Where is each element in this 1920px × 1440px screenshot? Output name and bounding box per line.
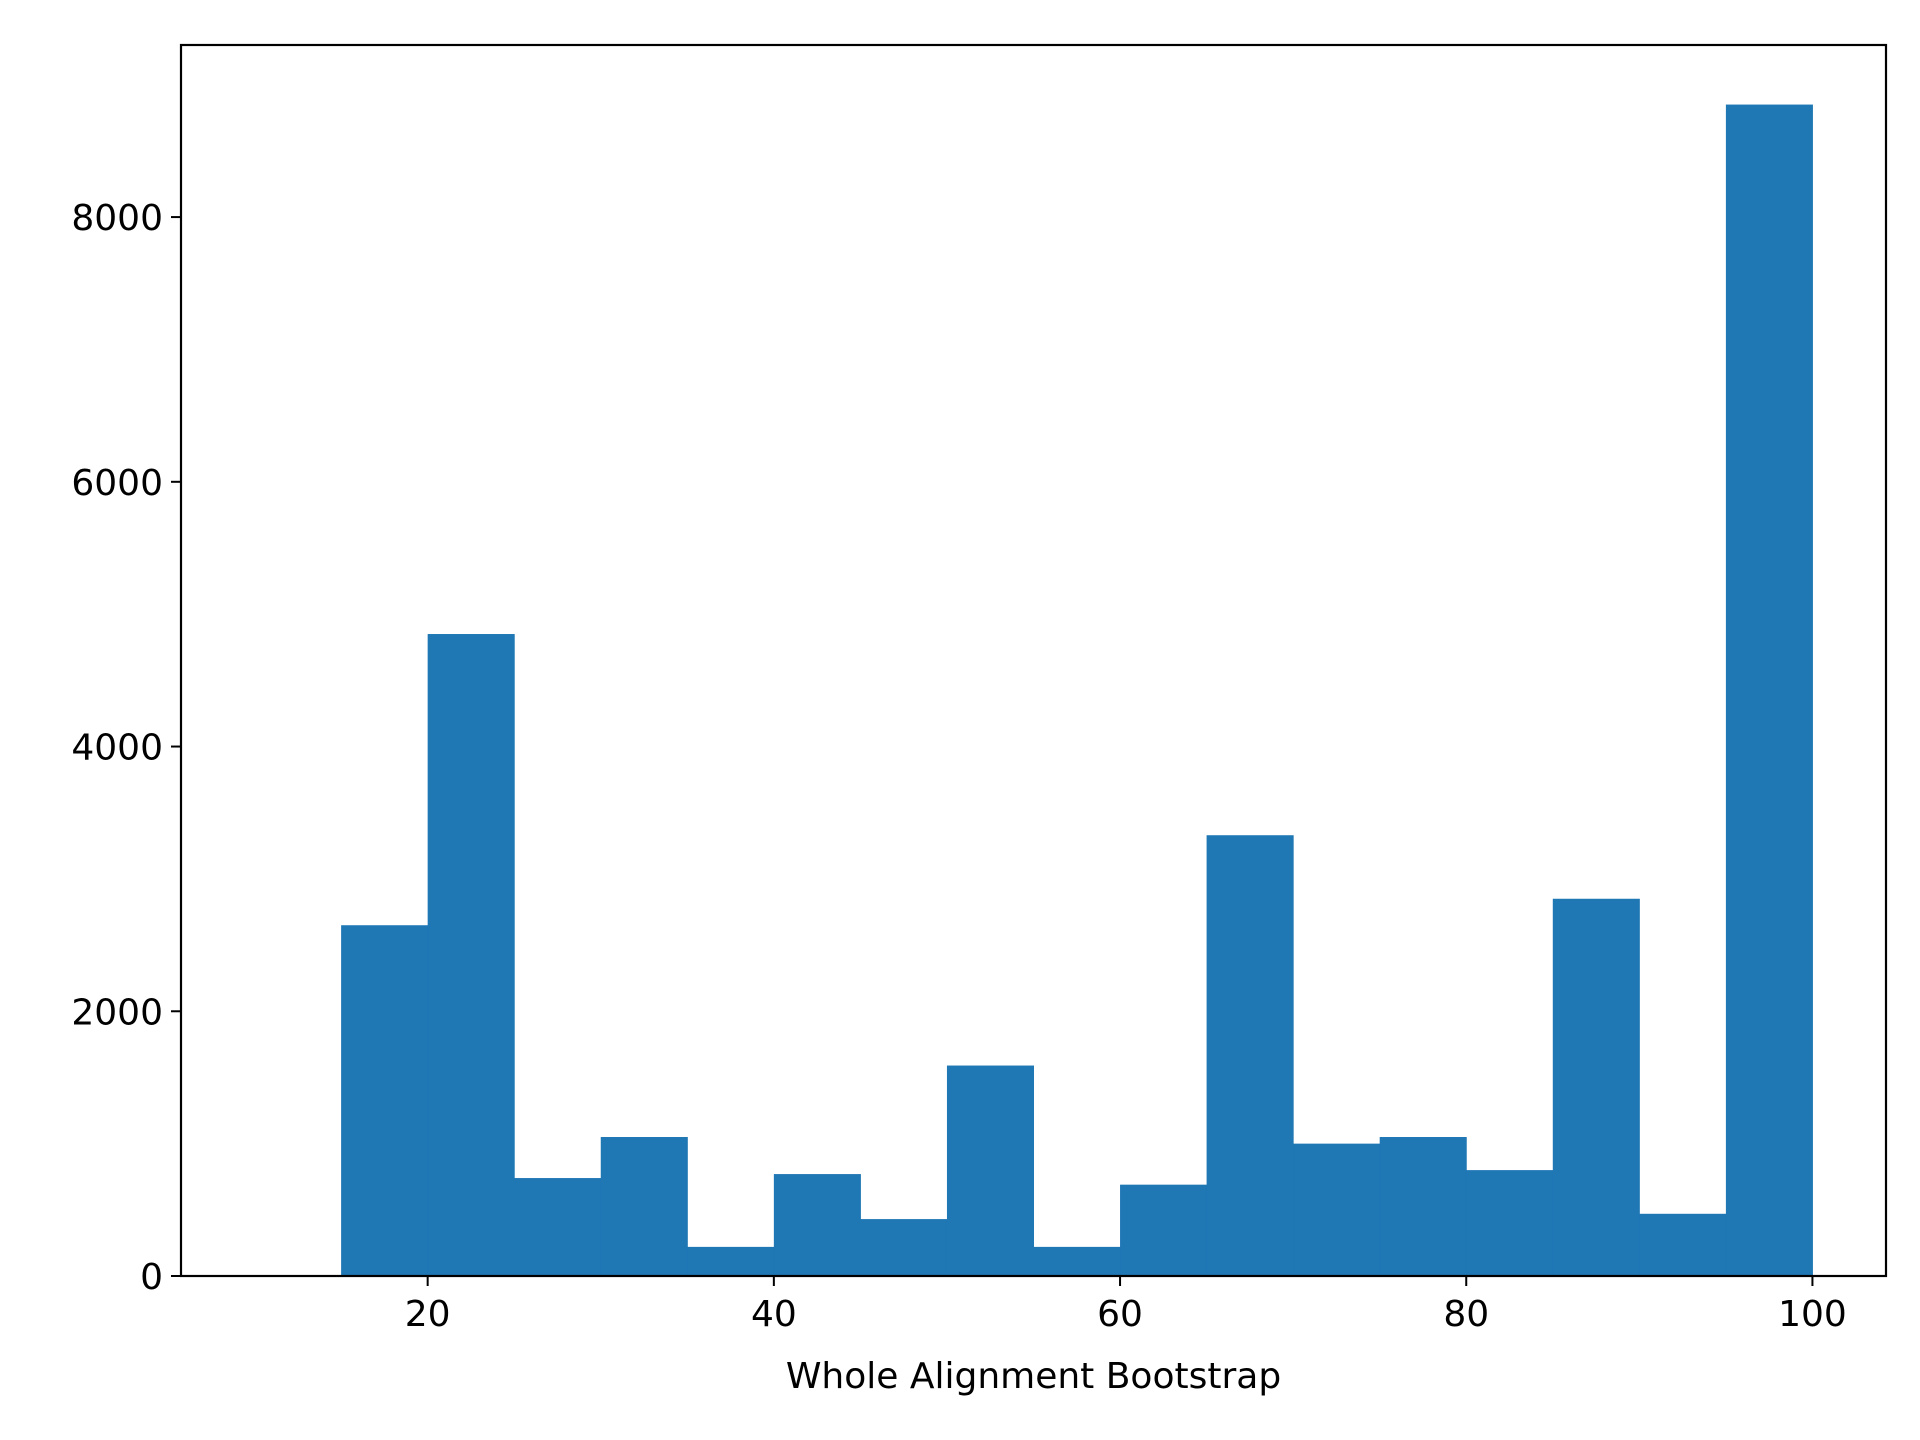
plot-frame — [179, 43, 1888, 1278]
bars-layer — [341, 104, 1813, 1277]
x-tick-label: 80 — [1443, 1294, 1489, 1335]
histogram-bar-5 — [773, 1174, 861, 1276]
histogram-bar-15 — [1639, 1213, 1727, 1276]
histogram-bar-9 — [1120, 1184, 1208, 1276]
histogram-bar-3 — [600, 1137, 688, 1276]
x-axis-ticks: 20 40 60 80 100 — [405, 1276, 1847, 1335]
histogram-bar-2 — [514, 1178, 602, 1276]
y-tick-label: 4000 — [71, 728, 163, 769]
histogram-bar-16 — [1725, 104, 1813, 1277]
x-tick-label: 60 — [1097, 1294, 1143, 1335]
y-tick-label: 8000 — [71, 198, 163, 239]
y-tick-label: 6000 — [71, 463, 163, 504]
y-tick-label: 2000 — [71, 992, 163, 1033]
y-tick-label: 0 — [140, 1257, 163, 1298]
histogram-bar-12 — [1379, 1137, 1467, 1276]
histogram-bar-10 — [1206, 835, 1294, 1276]
histogram-bar-6 — [860, 1219, 948, 1276]
histogram-bar-1 — [427, 634, 515, 1276]
x-tick-label: 40 — [751, 1294, 797, 1335]
histogram-bar-4 — [687, 1246, 775, 1276]
histogram-bar-0 — [341, 925, 429, 1276]
histogram-bar-13 — [1466, 1170, 1554, 1276]
x-tick-label: 20 — [405, 1294, 451, 1335]
x-tick-label: 100 — [1778, 1294, 1847, 1335]
histogram-bar-14 — [1552, 898, 1640, 1276]
histogram-bar-7 — [946, 1065, 1034, 1276]
histogram-bar-11 — [1293, 1143, 1381, 1276]
x-axis-label: Whole Alignment Bootstrap — [786, 1356, 1281, 1397]
y-axis-ticks: 0 2000 4000 6000 8000 — [71, 198, 181, 1298]
histogram-bar-8 — [1033, 1246, 1121, 1276]
